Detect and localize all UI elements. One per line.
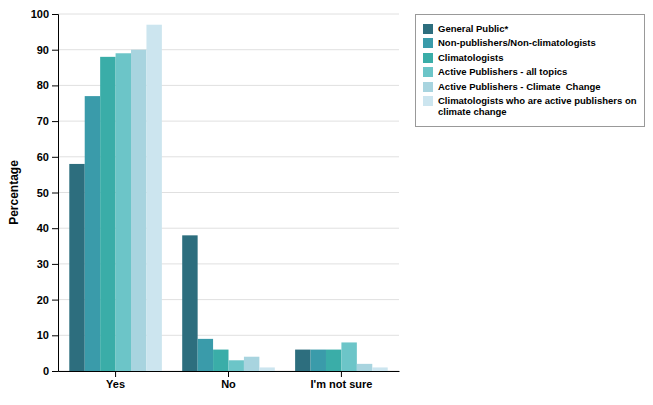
grid-line <box>58 14 399 15</box>
bar <box>131 50 146 371</box>
plot: 0 10 20 30 40 50 60 70 80 90 100 Yes No I'm not sure <box>31 8 400 390</box>
tick-mark <box>52 14 58 15</box>
tick-mark <box>52 264 58 265</box>
tick-label: 90 <box>37 44 49 56</box>
legend-swatch <box>423 82 433 92</box>
legend-swatch <box>423 24 433 34</box>
bar-series <box>131 50 372 371</box>
tick-mark <box>52 371 58 372</box>
tick-mark <box>228 371 229 377</box>
tick-label: 70 <box>37 115 49 127</box>
tick: 30 <box>37 258 58 270</box>
bar <box>100 57 115 371</box>
tick: 80 <box>37 79 58 91</box>
bar <box>229 360 244 371</box>
bar <box>372 367 387 371</box>
tick-mark <box>341 371 342 377</box>
tick-label: I'm not sure <box>310 378 372 390</box>
y-axis-title: Percentage <box>7 160 21 225</box>
legend-label: Active Publishers - all topics <box>438 66 567 77</box>
legend-item: Active Publishers - all topics <box>423 66 637 77</box>
legend-swatch <box>423 67 433 77</box>
bar <box>182 235 197 371</box>
tick: 50 <box>37 187 58 199</box>
tick: 70 <box>37 115 58 127</box>
grid-line <box>58 49 399 50</box>
bar <box>341 342 356 371</box>
tick: 100 <box>31 8 58 20</box>
bar <box>146 25 161 371</box>
legend-item: Climatologists <box>423 52 637 63</box>
legend: General Public* Non-publishers/Non-climat… <box>415 14 645 127</box>
bar <box>244 357 259 371</box>
bar <box>213 350 228 371</box>
legend-swatch <box>423 38 433 48</box>
legend-swatch <box>423 96 433 106</box>
bar <box>259 367 274 371</box>
legend-label: General Public* <box>438 23 508 34</box>
tick-mark <box>52 85 58 86</box>
tick: 20 <box>37 294 58 306</box>
tick-label: Yes <box>106 378 125 390</box>
bar-series <box>146 25 387 371</box>
tick-label: 80 <box>37 79 49 91</box>
bar <box>295 350 310 371</box>
tick-label: 20 <box>37 294 49 306</box>
legend-label: Active Publishers - Climate Change <box>438 81 601 92</box>
legend-label: Climatologists who are active publishers… <box>438 95 637 118</box>
legend-label: Climatologists <box>438 52 503 63</box>
bars <box>69 25 387 371</box>
tick: 60 <box>37 151 58 163</box>
tick-label: 100 <box>31 8 49 20</box>
tick-mark <box>52 335 58 336</box>
tick-label: 50 <box>37 187 49 199</box>
tick-label: No <box>221 378 236 390</box>
tick-label: 0 <box>43 365 49 377</box>
tick-mark <box>52 121 58 122</box>
legend-item: Climatologists who are active publishers… <box>423 95 637 118</box>
legend-item: Active Publishers - Climate Change <box>423 81 637 92</box>
tick-mark <box>115 371 116 377</box>
tick: I'm not sure <box>310 371 372 390</box>
y-axis: 0 10 20 30 40 50 60 70 80 90 100 <box>31 8 59 377</box>
bar <box>85 96 100 371</box>
legend-label: Non-publishers/Non-climatologists <box>438 37 596 48</box>
legend-item: General Public* <box>423 23 637 34</box>
tick: 40 <box>37 222 58 234</box>
tick-mark <box>52 50 58 51</box>
bar <box>311 350 326 371</box>
bar <box>326 350 341 371</box>
tick-label: 30 <box>37 258 49 270</box>
bar <box>357 364 372 371</box>
tick-label: 40 <box>37 222 49 234</box>
tick: No <box>221 371 236 390</box>
tick-label: 10 <box>37 329 49 341</box>
bar <box>116 53 131 371</box>
bar <box>69 164 84 371</box>
tick-mark <box>52 157 58 158</box>
chart-container: 0 10 20 30 40 50 60 70 80 90 100 Yes No I'm not sure P… <box>0 0 653 405</box>
legend-swatch <box>423 53 433 63</box>
tick: 0 <box>43 365 58 377</box>
axis-line <box>52 15 59 372</box>
tick-label: 60 <box>37 151 49 163</box>
tick: 10 <box>37 329 58 341</box>
x-axis: Yes No I'm not sure <box>59 371 400 390</box>
legend-item: Non-publishers/Non-climatologists <box>423 37 637 48</box>
tick-mark <box>52 300 58 301</box>
tick: 90 <box>37 44 58 56</box>
tick-mark <box>52 193 58 194</box>
grid <box>58 14 399 371</box>
tick-mark <box>52 228 58 229</box>
bar <box>198 339 213 371</box>
tick: Yes <box>106 371 125 390</box>
